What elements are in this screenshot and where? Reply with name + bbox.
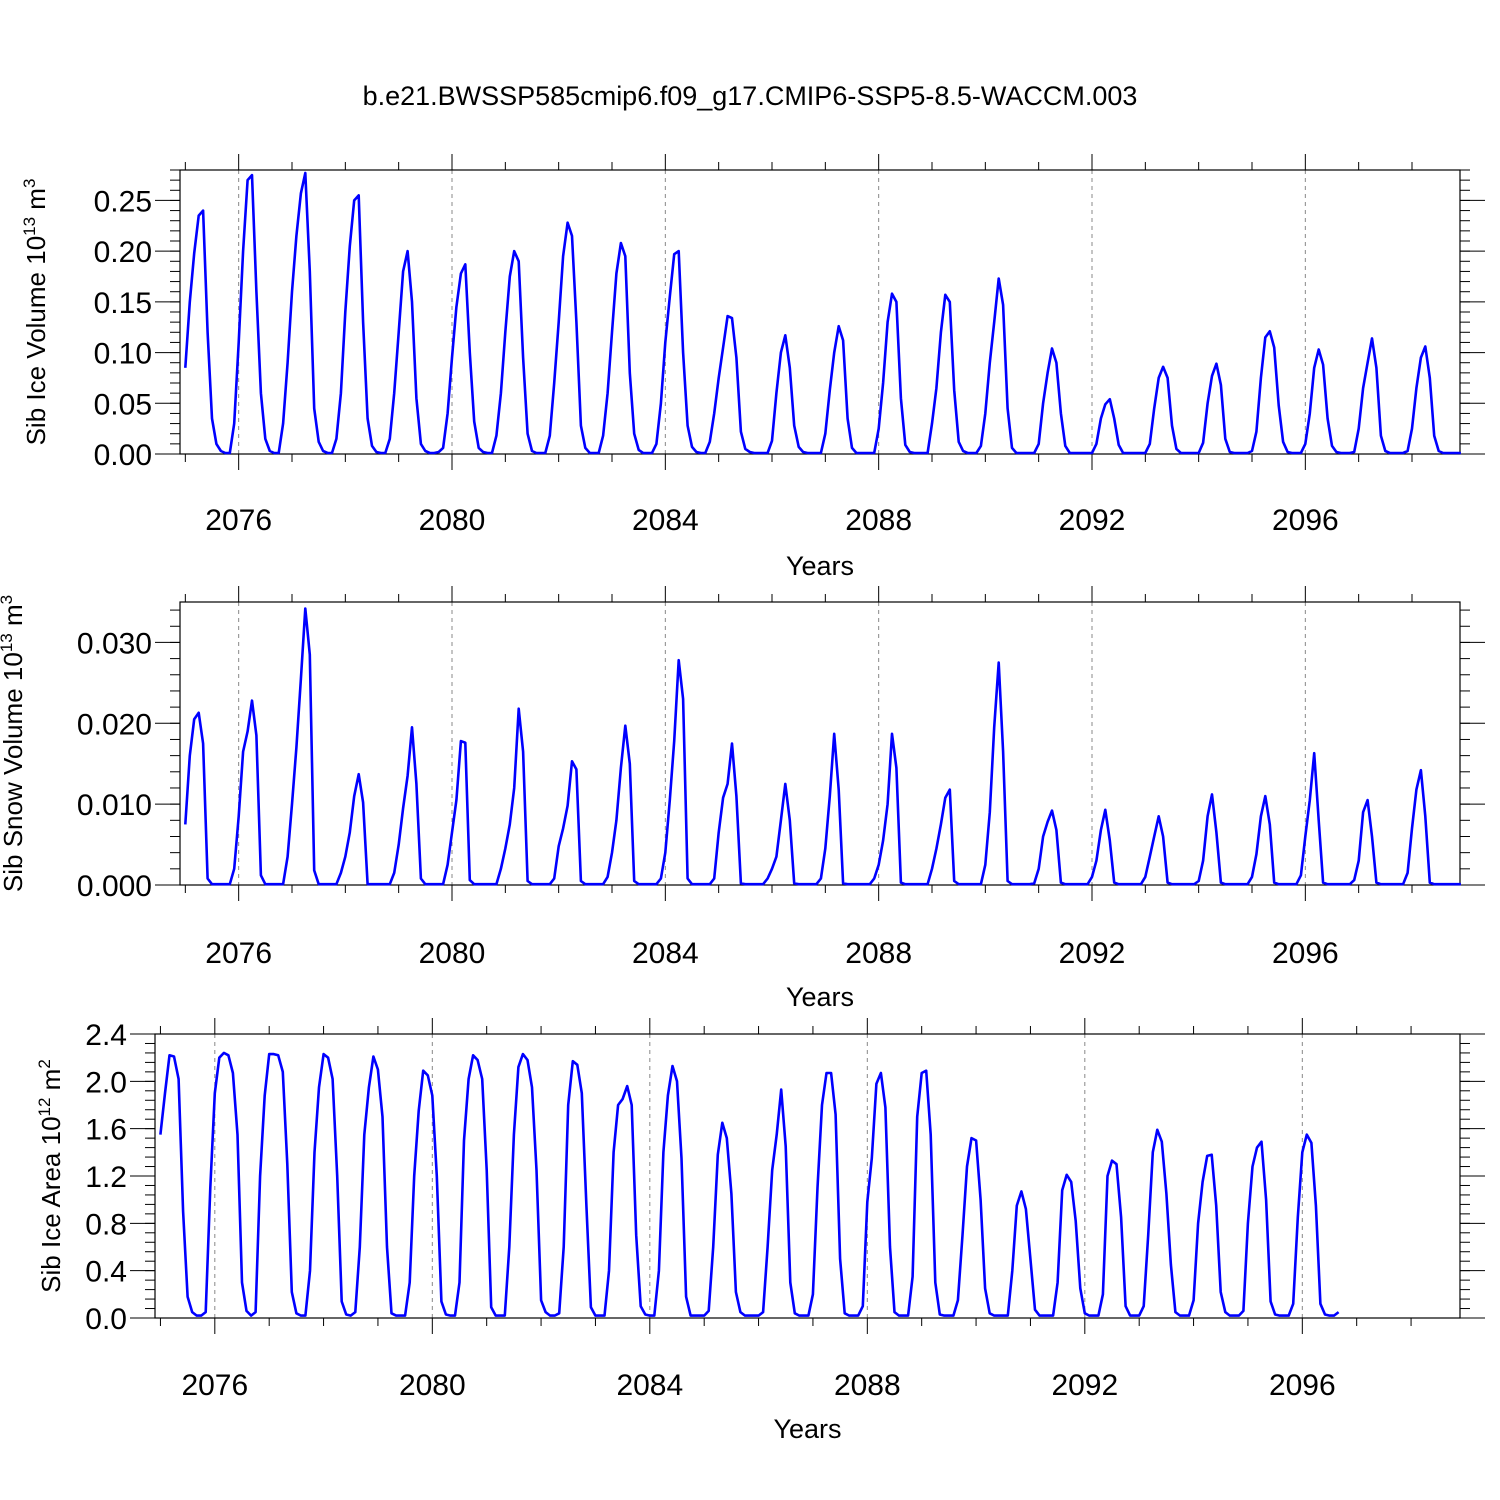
x-tick-label: 2088: [845, 504, 912, 537]
y-tick-label: 0.030: [77, 627, 152, 660]
x-axis-title: Years: [786, 982, 854, 1012]
y-tick-label: 0.00: [94, 439, 152, 472]
x-tick-label: 2080: [419, 504, 486, 537]
y-tick-label: 0.0: [85, 1303, 127, 1336]
x-tick-label: 2076: [205, 504, 272, 537]
x-tick-label: 2080: [419, 937, 486, 970]
y-axis-title-part: Sib Snow Volume 10: [0, 652, 28, 892]
x-tick-label: 2092: [1059, 504, 1126, 537]
y-tick-label: 0.000: [77, 870, 152, 903]
y-tick-label: 0.20: [94, 236, 152, 269]
x-tick-label: 2084: [632, 937, 699, 970]
y-axis-title-part: 12: [35, 1098, 54, 1117]
y-tick-label: 1.6: [85, 1114, 127, 1147]
x-tick-label: 2096: [1272, 937, 1339, 970]
x-tick-label: 2080: [399, 1369, 466, 1402]
y-axis-title-part: m: [36, 1069, 66, 1098]
y-axis-title: Sib Snow Volume 1013 m3: [0, 595, 28, 892]
y-axis-title-part: Sib Ice Volume 10: [21, 236, 51, 446]
y-tick-label: 0.020: [77, 708, 152, 741]
x-tick-label: 2092: [1051, 1369, 1118, 1402]
series-line: [184, 171, 1461, 455]
y-tick-label: 0.15: [94, 287, 152, 320]
y-tick-label: 2.4: [85, 1019, 127, 1052]
y-axis-title-part: 13: [0, 633, 16, 652]
y-axis-title-part: m: [21, 188, 51, 217]
panel-3: 2076 2080 2084 2088 2092 2096 0.0 0.4 0.8 1.2 1.6 2…: [35, 1018, 1485, 1444]
x-tick-label: 2084: [616, 1369, 683, 1402]
x-tick-label: 2076: [205, 937, 272, 970]
y-axis-title-part: 3: [0, 595, 16, 604]
x-tick-label: 2088: [834, 1369, 901, 1402]
y-axis-title-part: m: [0, 604, 28, 633]
x-axis-title: Years: [786, 551, 854, 581]
y-tick-label: 0.010: [77, 789, 152, 822]
y-tick-label: 0.05: [94, 388, 152, 421]
x-tick-label: 2084: [632, 504, 699, 537]
y-tick-label: 0.8: [85, 1208, 127, 1241]
x-tick-label: 2088: [845, 937, 912, 970]
panel-2: 2076 2080 2084 2088 2092 2096 0.000 0.010 0.020 0…: [0, 586, 1485, 1012]
y-tick-label: 2.0: [85, 1066, 127, 1099]
y-axis-title-part: 3: [20, 179, 39, 188]
x-tick-label: 2096: [1272, 504, 1339, 537]
y-axis-title: Sib Ice Volume 1013 m3: [20, 179, 51, 446]
panel-1: 2076 2080 2084 2088 2092 2096 0.00 0.05 0.10 0.15…: [20, 154, 1485, 581]
y-axis-title-part: 2: [35, 1059, 54, 1068]
panels: 2076 2080 2084 2088 2092 2096 0.00 0.05 0.10 0.15…: [0, 154, 1485, 1444]
y-tick-label: 0.10: [94, 338, 152, 371]
y-axis-title-part: 13: [20, 217, 39, 236]
y-axis-title-part: Sib Ice Area 10: [36, 1116, 66, 1292]
x-axis-title: Years: [773, 1414, 841, 1444]
y-tick-label: 0.25: [94, 185, 152, 218]
figure-title: b.e21.BWSSP585cmip6.f09_g17.CMIP6-SSP5-8…: [363, 81, 1138, 111]
x-tick-label: 2076: [181, 1369, 248, 1402]
series-line: [159, 1051, 1340, 1317]
series-line: [184, 607, 1461, 886]
x-tick-label: 2092: [1059, 937, 1126, 970]
y-tick-label: 0.4: [85, 1256, 127, 1289]
plot-frame: [179, 601, 1461, 886]
y-axis-title: Sib Ice Area 1012 m2: [35, 1059, 66, 1293]
x-tick-label: 2096: [1269, 1369, 1336, 1402]
y-tick-label: 1.2: [85, 1161, 127, 1194]
